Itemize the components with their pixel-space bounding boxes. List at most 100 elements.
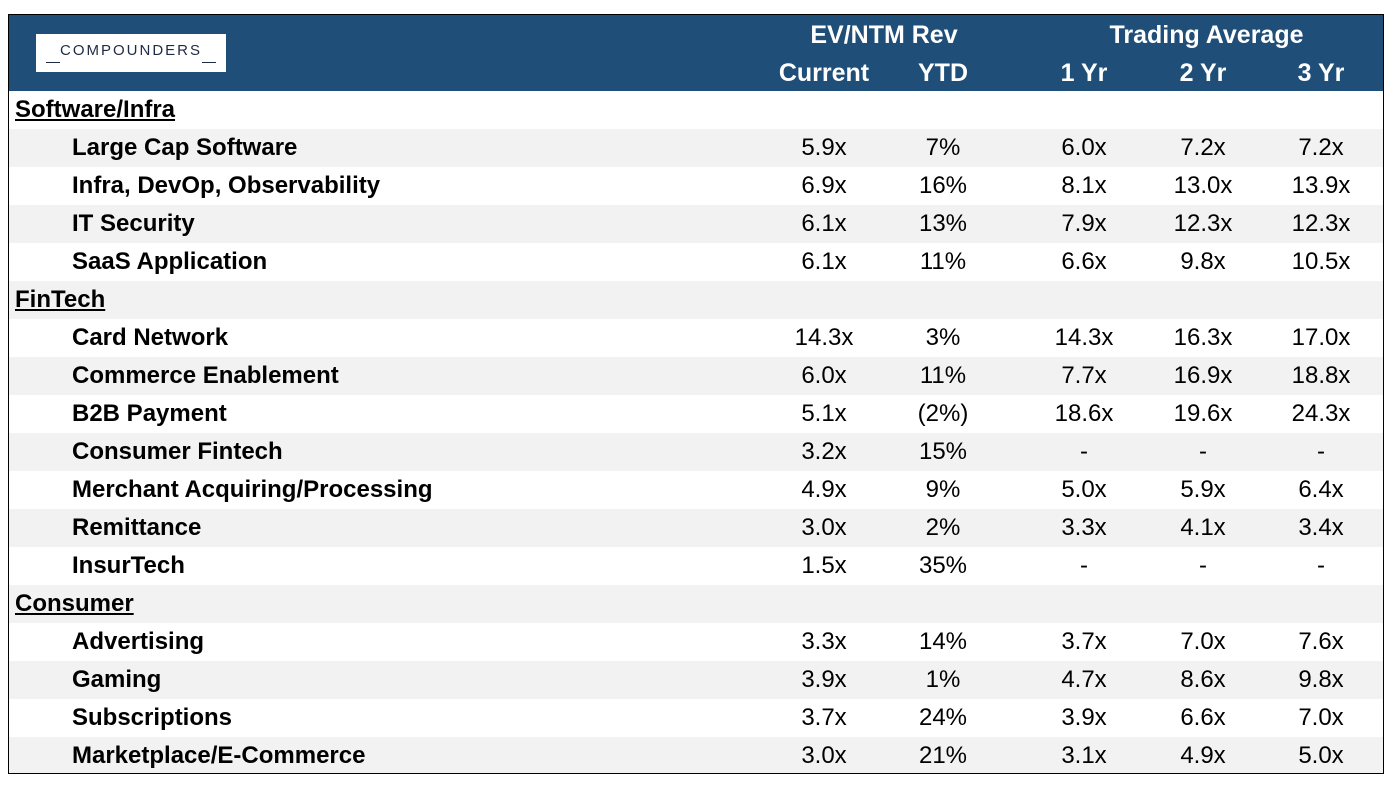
cell-2yr: 4.9x xyxy=(1180,742,1226,769)
category-label: FinTech xyxy=(15,286,106,313)
cell-current: 3.0x xyxy=(801,514,847,541)
cell-ytd: 35% xyxy=(918,552,968,579)
cell-ytd: 13% xyxy=(918,210,968,237)
cell-ytd: 21% xyxy=(918,742,968,769)
header-group-trading-average: Trading Average xyxy=(1109,21,1304,49)
row-label: Card Network xyxy=(72,324,229,351)
row-label: SaaS Application xyxy=(72,248,268,275)
cell-current: 5.9x xyxy=(801,134,847,161)
header-col-current: Current xyxy=(778,59,870,87)
cell-current: 3.7x xyxy=(801,704,847,731)
table-row: B2B Payment 5.1x (2%) 18.6x 19.6x 24.3x xyxy=(9,395,1383,433)
table-row: Commerce Enablement 6.0x 11% 7.7x 16.9x 18.8x xyxy=(9,357,1383,395)
cell-1yr: 14.3x xyxy=(1054,324,1114,351)
cell-current: 6.1x xyxy=(801,248,847,275)
cell-1yr: 18.6x xyxy=(1054,400,1114,427)
cell-ytd: (2%) xyxy=(917,400,969,427)
row-label: Advertising xyxy=(72,628,205,655)
table-row: IT Security 6.1x 13% 7.9x 12.3x 12.3x xyxy=(9,205,1383,243)
cell-ytd: 1% xyxy=(925,666,961,693)
cell-3yr: 7.0x xyxy=(1298,704,1344,731)
cell-1yr: 3.9x xyxy=(1061,704,1107,731)
compounders-logo: COMPOUNDERS xyxy=(36,34,226,72)
cell-2yr: 7.2x xyxy=(1180,134,1226,161)
logo-text: COMPOUNDERS xyxy=(59,42,202,59)
cell-3yr: 24.3x xyxy=(1291,400,1351,427)
cell-3yr: 5.0x xyxy=(1298,742,1344,769)
row-label: Infra, DevOp, Observability xyxy=(72,172,381,199)
table-row: Marketplace/E-Commerce 3.0x 21% 3.1x 4.9x 5.0… xyxy=(9,737,1383,773)
row-label: InsurTech xyxy=(72,552,185,579)
cell-ytd: 2% xyxy=(925,514,961,541)
cell-current: 3.9x xyxy=(801,666,847,693)
cell-current: 14.3x xyxy=(794,324,854,351)
table-row: Remittance 3.0x 2% 3.3x 4.1x 3.4x xyxy=(9,509,1383,547)
cell-2yr: 6.6x xyxy=(1180,704,1226,731)
header-col-3yr: 3 Yr xyxy=(1297,59,1345,87)
cell-2yr: 19.6x xyxy=(1173,400,1233,427)
cell-1yr: 7.7x xyxy=(1061,362,1107,389)
cell-ytd: 11% xyxy=(919,362,967,389)
cell-3yr: 7.6x xyxy=(1298,628,1344,655)
cell-1yr: 6.6x xyxy=(1061,248,1107,275)
logo-rule-right xyxy=(202,62,216,63)
row-label: Gaming xyxy=(72,666,162,693)
cell-2yr: 7.0x xyxy=(1180,628,1226,655)
header-group-ev-ntm-rev: EV/NTM Rev xyxy=(810,21,958,49)
cell-current: 3.2x xyxy=(801,438,847,465)
header-col-2yr: 2 Yr xyxy=(1179,59,1227,87)
cell-current: 3.3x xyxy=(801,628,847,655)
cell-ytd: 7% xyxy=(925,134,961,161)
category-row: Software/Infra xyxy=(9,91,1383,129)
row-label: IT Security xyxy=(72,210,195,237)
cell-3yr: 10.5x xyxy=(1291,248,1351,275)
category-row: FinTech xyxy=(9,281,1383,319)
table-header: COMPOUNDERS EV/NTM Rev Trading Average C… xyxy=(9,15,1383,91)
table-row: InsurTech 1.5x 35% - - - xyxy=(9,547,1383,585)
cell-3yr: 18.8x xyxy=(1291,362,1351,389)
cell-2yr: - xyxy=(1199,552,1207,579)
category-label: Consumer xyxy=(15,590,134,617)
cell-current: 6.0x xyxy=(801,362,847,389)
cell-1yr: 3.1x xyxy=(1061,742,1107,769)
cell-ytd: 24% xyxy=(918,704,968,731)
valuation-table: COMPOUNDERS EV/NTM Rev Trading Average C… xyxy=(8,14,1384,774)
cell-3yr: 13.9x xyxy=(1291,172,1351,199)
cell-1yr: 4.7x xyxy=(1061,666,1107,693)
header-col-ytd: YTD xyxy=(918,59,968,87)
row-label: Marketplace/E-Commerce xyxy=(72,742,366,769)
row-label: Consumer Fintech xyxy=(72,438,283,465)
table-row: Advertising 3.3x 14% 3.7x 7.0x 7.6x xyxy=(9,623,1383,661)
cell-1yr: 7.9x xyxy=(1061,210,1107,237)
category-label: Software/Infra xyxy=(15,96,176,123)
cell-2yr: 4.1x xyxy=(1180,514,1226,541)
cell-ytd: 16% xyxy=(918,172,968,199)
logo-rule-left xyxy=(46,62,60,63)
row-label: B2B Payment xyxy=(72,400,227,427)
cell-3yr: 7.2x xyxy=(1298,134,1344,161)
row-label: Remittance xyxy=(72,514,202,541)
cell-3yr: 12.3x xyxy=(1291,210,1351,237)
cell-2yr: 16.9x xyxy=(1173,362,1233,389)
cell-1yr: - xyxy=(1080,438,1088,465)
row-label: Large Cap Software xyxy=(72,134,298,161)
category-row: Consumer xyxy=(9,585,1383,623)
cell-current: 3.0x xyxy=(801,742,847,769)
cell-3yr: 6.4x xyxy=(1298,476,1344,503)
cell-ytd: 11% xyxy=(919,248,967,275)
row-label: Merchant Acquiring/Processing xyxy=(72,476,433,503)
cell-ytd: 14% xyxy=(918,628,968,655)
table-row: Card Network 14.3x 3% 14.3x 16.3x 17.0x xyxy=(9,319,1383,357)
cell-2yr: 12.3x xyxy=(1173,210,1233,237)
cell-1yr: 5.0x xyxy=(1061,476,1107,503)
table-row: Subscriptions 3.7x 24% 3.9x 6.6x 7.0x xyxy=(9,699,1383,737)
cell-current: 6.1x xyxy=(801,210,847,237)
cell-1yr: - xyxy=(1080,552,1088,579)
table-row: Large Cap Software 5.9x 7% 6.0x 7.2x 7.2x xyxy=(9,129,1383,167)
cell-1yr: 8.1x xyxy=(1061,172,1107,199)
cell-2yr: 9.8x xyxy=(1180,248,1226,275)
header-col-1yr: 1 Yr xyxy=(1060,59,1108,87)
table-row: Infra, DevOp, Observability 6.9x 16% 8.1x 13… xyxy=(9,167,1383,205)
cell-1yr: 3.3x xyxy=(1061,514,1107,541)
cell-3yr: 9.8x xyxy=(1298,666,1344,693)
